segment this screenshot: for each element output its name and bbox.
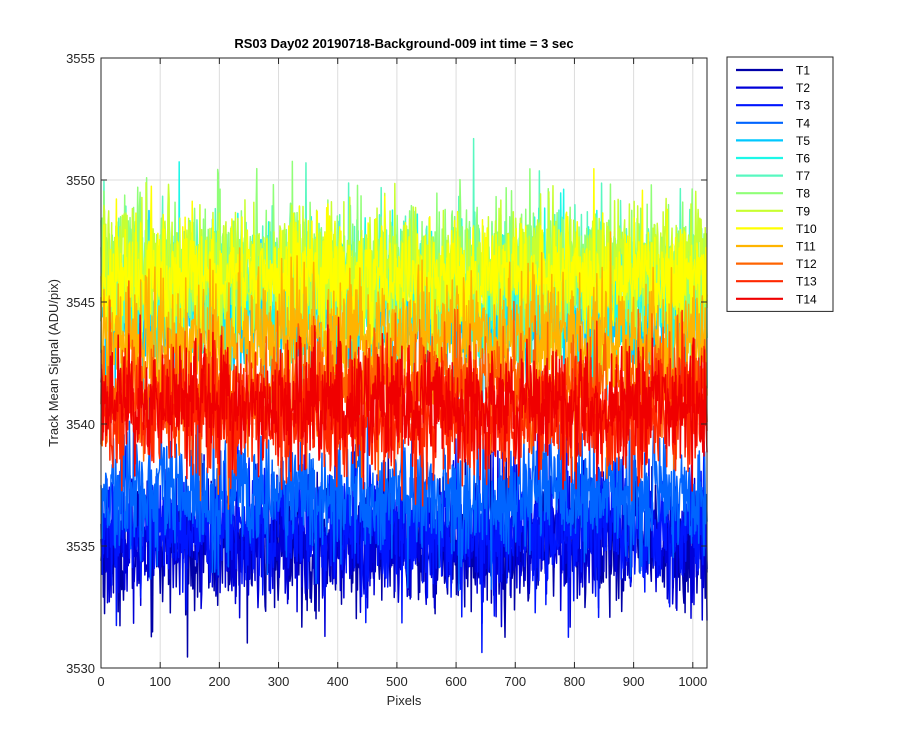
legend-item-t12: T12: [736, 257, 817, 271]
legend: T1 T2 T3 T4 T5 T6 T7 T8 T9 T10 T11 T12 T13 T14: [726, 56, 834, 312]
legend-label: T2: [796, 81, 810, 95]
x-tick-label: 0: [97, 674, 104, 689]
y-tick-label: 3555: [66, 51, 95, 66]
y-tick-label: 3545: [66, 295, 95, 310]
x-tick-label: 900: [623, 674, 645, 689]
legend-item-t9: T9: [736, 204, 810, 218]
series-line-t14: [100, 314, 708, 492]
legend-item-t4: T4: [736, 116, 810, 130]
x-tick-label: 300: [268, 674, 290, 689]
y-tick-label: 3550: [66, 173, 95, 188]
legend-label: T1: [796, 64, 810, 78]
x-axis-label: Pixels: [387, 693, 422, 708]
legend-item-t11: T11: [736, 240, 816, 254]
legend-item-t10: T10: [736, 222, 817, 236]
y-axis-label: Track Mean Signal (ADU/pix): [46, 279, 61, 447]
legend-label: T8: [796, 187, 810, 201]
legend-label: T6: [796, 152, 810, 166]
series-layer: [100, 137, 708, 658]
x-tick-label: 400: [327, 674, 349, 689]
legend-label: T12: [796, 257, 817, 271]
y-tick-label: 3540: [66, 417, 95, 432]
legend-label: T9: [796, 204, 810, 218]
x-tick-label: 500: [386, 674, 408, 689]
legend-label: T5: [796, 134, 810, 148]
legend-box: [726, 56, 834, 312]
legend-item-t1: T1: [736, 64, 810, 78]
legend-item-t13: T13: [736, 275, 817, 289]
y-tick-label: 3530: [66, 661, 95, 676]
legend-label: T11: [796, 240, 816, 254]
x-tick-label: 200: [209, 674, 231, 689]
legend-item-t3: T3: [736, 99, 810, 113]
legend-item-t2: T2: [736, 81, 810, 95]
chart-title: RS03 Day02 20190718-Background-009 int t…: [234, 36, 573, 51]
series-line-t4: [100, 376, 708, 592]
legend-item-t8: T8: [736, 187, 810, 201]
x-tick-label: 700: [504, 674, 526, 689]
legend-item-t6: T6: [736, 152, 810, 166]
x-tick-label: 600: [445, 674, 467, 689]
legend-item-t7: T7: [736, 169, 810, 183]
axes-box: [100, 57, 708, 669]
legend-label: T4: [796, 116, 810, 130]
legend-label: T13: [796, 275, 817, 289]
series-line-t11: [100, 231, 708, 438]
legend-label: T7: [796, 169, 810, 183]
legend-item-t5: T5: [736, 134, 810, 148]
legend-label: T3: [796, 99, 810, 113]
legend-label: T10: [796, 222, 817, 236]
legend-label: T14: [796, 292, 817, 306]
x-tick-label: 1000: [678, 674, 707, 689]
y-tick-label: 3535: [66, 539, 95, 554]
x-tick-label: 800: [564, 674, 586, 689]
x-tick-label: 100: [149, 674, 171, 689]
axis-ticks: 0 100 200 300 400 500 600 700 800 900 1000 3530 3535…: [66, 51, 707, 689]
series-line-t13: [100, 309, 708, 507]
legend-item-t14: T14: [736, 292, 817, 306]
